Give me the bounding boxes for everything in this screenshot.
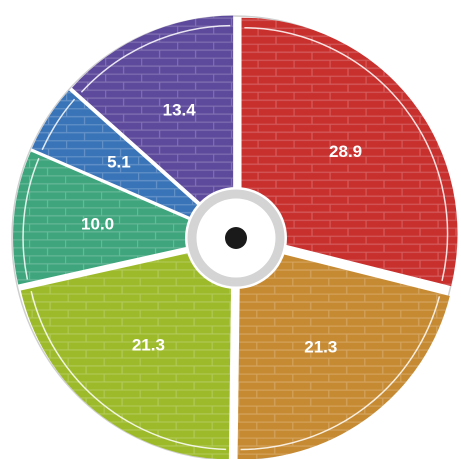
pie-slice-label-5: 5.1	[107, 153, 131, 172]
pie-slice-rim-line	[240, 296, 441, 451]
pie-slice-1	[241, 17, 458, 287]
pie-slice-texture	[237, 253, 450, 459]
slices-group	[13, 15, 458, 459]
labels-group: 28.9 21.3 21.3 10.0 5.1 13.4	[81, 101, 362, 357]
pie-slice-rim-line	[22, 157, 40, 280]
pie-slice-3	[20, 252, 232, 459]
pie-slice-label-2: 21.3	[304, 338, 337, 357]
pie-slice-rim-line	[80, 24, 231, 93]
pie-slice-6	[72, 15, 234, 205]
pie-slice-5	[31, 90, 201, 219]
pie-slice-texture	[31, 90, 201, 219]
pie-slice-4	[13, 151, 193, 285]
pie-slice-label-1: 28.9	[329, 142, 362, 161]
pie-slice-texture	[72, 15, 234, 205]
pie-slice-texture	[20, 252, 232, 459]
pie-slice-label-6: 13.4	[163, 101, 197, 120]
pie-slice-label-3: 21.3	[132, 335, 165, 354]
pie-slice-rim-line	[244, 26, 449, 282]
pie-slice-label-4: 10.0	[81, 214, 114, 233]
pie-slice-texture	[241, 17, 458, 287]
center-dot	[225, 227, 247, 249]
pie-slice-rim-line	[41, 98, 76, 151]
pie-slice-texture	[13, 151, 193, 285]
pie-slice-rim-line	[30, 291, 227, 451]
pie-slice-2	[237, 253, 450, 459]
